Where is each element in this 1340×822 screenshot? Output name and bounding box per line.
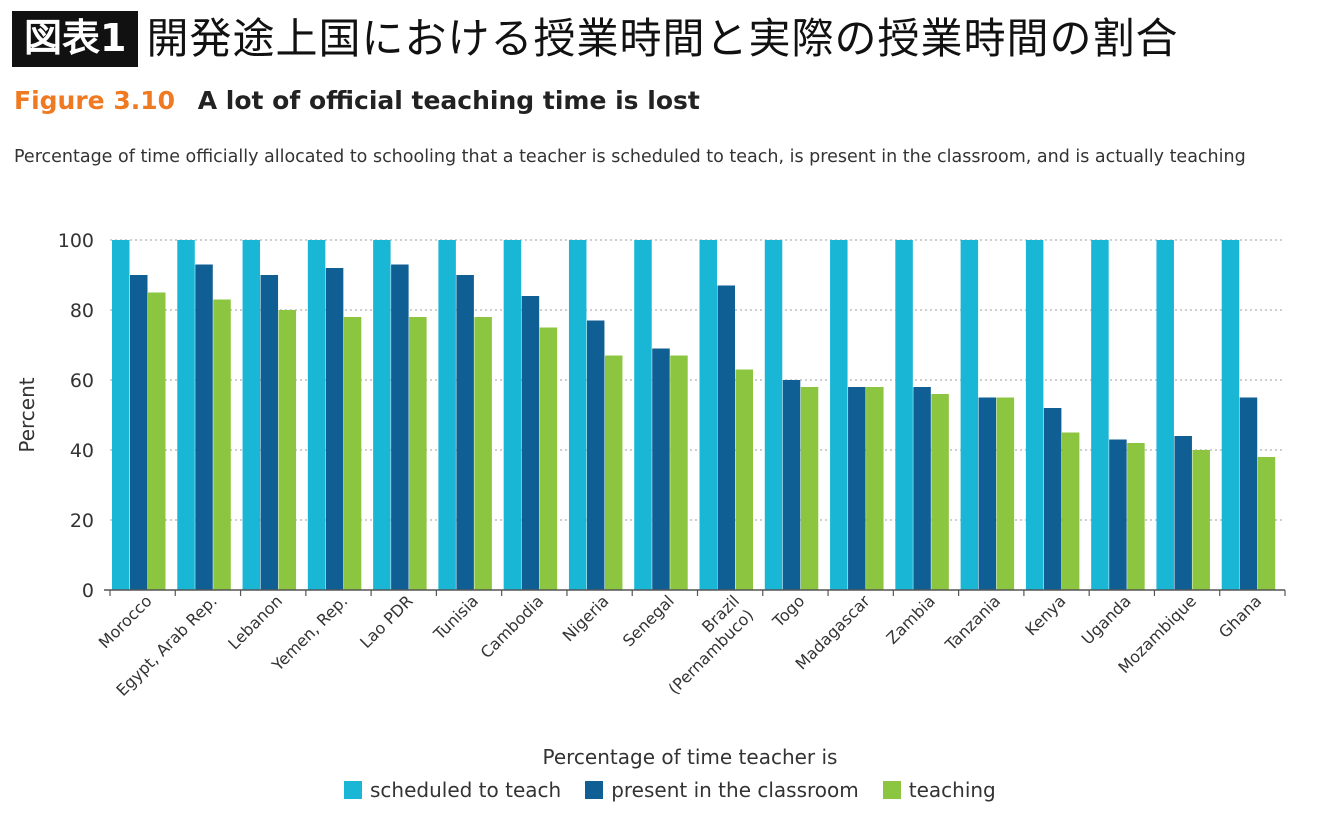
x-tick-label: Nigeria bbox=[559, 591, 613, 645]
bar-present bbox=[130, 275, 148, 590]
bar-present bbox=[717, 285, 735, 590]
bar-scheduled bbox=[895, 240, 913, 590]
bar-present bbox=[782, 380, 801, 590]
x-tick-label: Uganda bbox=[1078, 591, 1135, 648]
bar-scheduled bbox=[1091, 240, 1109, 590]
page-title: 開発途上国における授業時間と実際の授業時間の割合 bbox=[146, 14, 1179, 63]
x-tick-label: Morocco bbox=[95, 591, 156, 652]
legend: scheduled to teach present in the classr… bbox=[344, 778, 1006, 802]
bar-present bbox=[391, 264, 409, 590]
bar-teaching bbox=[800, 387, 819, 590]
bar-present bbox=[848, 387, 866, 590]
bar-teaching bbox=[343, 317, 362, 590]
bar-scheduled bbox=[177, 240, 195, 590]
bar-scheduled bbox=[764, 240, 783, 590]
bar-scheduled bbox=[830, 240, 848, 590]
bar-scheduled bbox=[634, 240, 652, 590]
figure-number: Figure 3.10 bbox=[14, 86, 176, 115]
figure-heading: A lot of official teaching time is lost bbox=[197, 86, 700, 115]
legend-swatch-teaching bbox=[882, 781, 901, 799]
bar-scheduled bbox=[960, 240, 979, 590]
x-tick-label: Tanzania bbox=[941, 591, 1004, 654]
bar-teaching bbox=[1127, 443, 1145, 590]
bar-present bbox=[586, 320, 605, 590]
figure-badge: 図表1 bbox=[12, 11, 139, 67]
bar-teaching bbox=[474, 317, 492, 590]
bar-present bbox=[1043, 408, 1062, 590]
legend-swatch-scheduled bbox=[344, 781, 362, 799]
bar-teaching bbox=[1257, 457, 1276, 590]
bar-scheduled bbox=[373, 240, 391, 590]
bar-teaching bbox=[278, 310, 297, 590]
bar-present bbox=[456, 275, 474, 590]
x-tick-label: Tunisia bbox=[429, 591, 482, 644]
legend-item-present: present in the classroom bbox=[585, 778, 859, 802]
bar-present bbox=[1174, 436, 1192, 590]
y-tick-label: 60 bbox=[70, 370, 94, 392]
x-tick-label: Lao PDR bbox=[356, 591, 417, 652]
x-tick-label: Cambodia bbox=[477, 591, 548, 662]
bar-teaching bbox=[866, 387, 884, 590]
figure-subtitle: Percentage of time officially allocated … bbox=[14, 147, 1246, 167]
legend-label-teaching: teaching bbox=[908, 778, 996, 802]
y-axis-label: Percent bbox=[15, 377, 39, 452]
legend-label-present: present in the classroom bbox=[611, 778, 859, 802]
bar-present bbox=[1239, 397, 1258, 590]
bar-teaching bbox=[735, 369, 753, 590]
x-tick-label: Lebanon bbox=[224, 591, 286, 653]
bar-present bbox=[913, 387, 931, 590]
y-tick-label: 80 bbox=[70, 300, 94, 322]
y-tick-label: 0 bbox=[82, 580, 94, 602]
legend-item-teaching: teaching bbox=[882, 778, 996, 802]
bar-teaching bbox=[409, 317, 427, 590]
legend-title: Percentage of time teacher is bbox=[542, 745, 838, 769]
bar-scheduled bbox=[1221, 240, 1240, 590]
bar-teaching bbox=[996, 397, 1015, 590]
bar-teaching bbox=[931, 394, 949, 590]
bar-present bbox=[260, 275, 279, 590]
x-tick-label: Ghana bbox=[1215, 591, 1265, 641]
bar-scheduled bbox=[1025, 240, 1044, 590]
bar-scheduled bbox=[307, 240, 326, 590]
bar-scheduled bbox=[242, 240, 261, 590]
bar-present bbox=[521, 296, 540, 590]
y-tick-label: 20 bbox=[70, 510, 94, 532]
x-tick-label: Zambia bbox=[883, 591, 939, 647]
bar-scheduled bbox=[438, 240, 456, 590]
x-tick-label: Kenya bbox=[1021, 591, 1069, 639]
bar-teaching bbox=[539, 327, 558, 590]
x-tick-label: Togo bbox=[768, 591, 808, 631]
legend-item-scheduled: scheduled to teach bbox=[344, 778, 561, 802]
bar-present bbox=[325, 268, 344, 590]
y-tick-label: 40 bbox=[70, 440, 94, 462]
bar-teaching bbox=[148, 292, 166, 590]
legend-swatch-present bbox=[585, 781, 604, 799]
bar-teaching bbox=[670, 355, 688, 590]
header: 図表1 開発途上国における授業時間と実際の授業時間の割合 bbox=[12, 8, 1178, 70]
bar-scheduled bbox=[568, 240, 587, 590]
bar-present bbox=[1109, 439, 1127, 590]
bar-scheduled bbox=[1156, 240, 1174, 590]
bar-present bbox=[195, 264, 213, 590]
y-tick-label: 100 bbox=[58, 230, 94, 252]
bar-scheduled bbox=[699, 240, 717, 590]
bar-teaching bbox=[604, 355, 623, 590]
bar-present bbox=[978, 397, 997, 590]
bar-scheduled bbox=[503, 240, 522, 590]
bar-present bbox=[652, 348, 670, 590]
x-tick-label: Senegal bbox=[619, 591, 678, 650]
bar-teaching bbox=[213, 299, 231, 590]
bar-scheduled bbox=[112, 240, 130, 590]
figure-heading-row: Figure 3.10 A lot of official teaching t… bbox=[14, 86, 700, 115]
bar-teaching bbox=[1061, 432, 1080, 590]
bar-teaching bbox=[1192, 450, 1210, 590]
legend-label-scheduled: scheduled to teach bbox=[370, 778, 562, 802]
